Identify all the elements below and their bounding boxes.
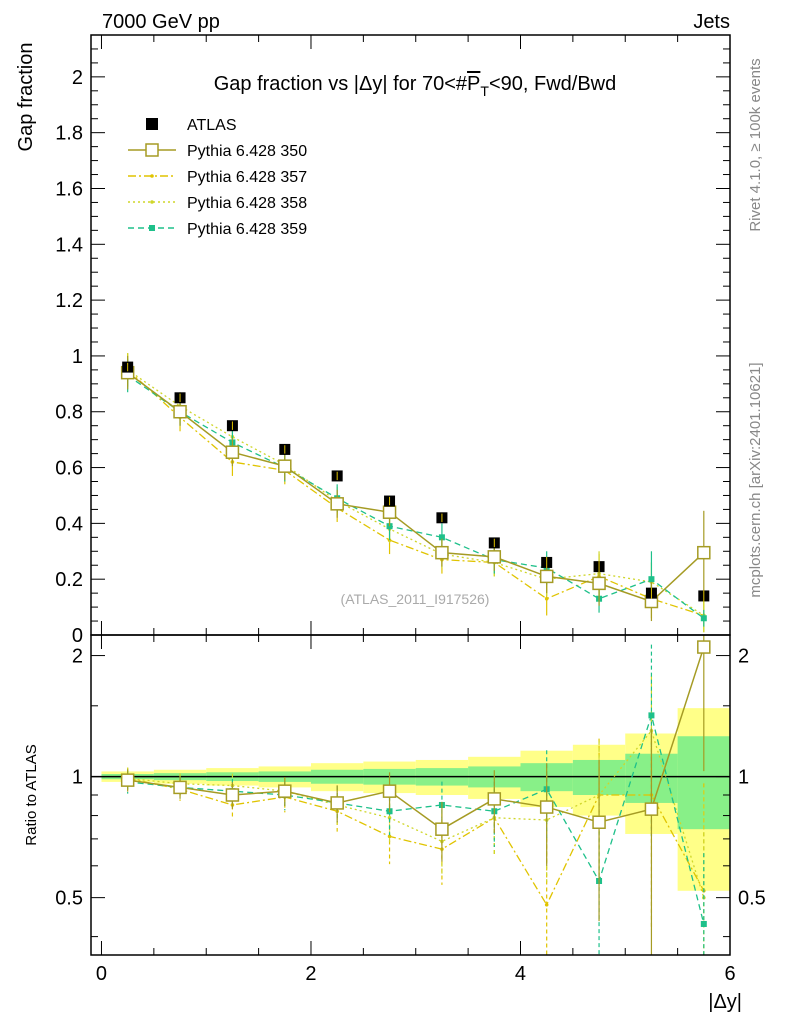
plot-title-prefix: Gap fraction vs |Δy| for 70<# [214, 73, 468, 95]
series-line-p357 [127, 369, 705, 617]
header-jets: Jets [693, 11, 730, 33]
ratio-x-tick-label: 2 [305, 963, 316, 985]
ratio-point-p358 [387, 815, 392, 820]
legend-label-atlas: ATLAS [187, 117, 237, 134]
mcplots-label: mcplots.cern.ch [arXiv:2401.10621] [747, 362, 764, 597]
ratio-point-p350 [173, 780, 187, 795]
main-y-tick-label: 0.6 [55, 458, 83, 480]
data-point-p350 [225, 445, 240, 459]
data-point-p350 [697, 545, 711, 560]
rivet-version-label: Rivet 4.1.0, ≥ 100k events [747, 58, 764, 231]
series-line-p359 [127, 374, 705, 619]
ratio-y-axis-label: Ratio to ATLAS [23, 744, 40, 845]
ratio-line-p359 [127, 712, 705, 925]
ratio-point-p359 [648, 712, 655, 719]
ratio-point-p350 [382, 784, 397, 798]
data-point-p350 [435, 545, 449, 560]
header-energy: 7000 GeV pp [102, 11, 220, 33]
ratio-y-tick-label-right: 0.5 [738, 888, 766, 910]
ratio-y-tick-label-right: 1 [738, 767, 749, 789]
ratio-point-p357 [544, 902, 549, 907]
plot-title-p: P [467, 73, 480, 95]
series-line-p350 [127, 372, 705, 603]
ratio-point-p350 [539, 800, 554, 814]
ratio-point-p350 [225, 788, 240, 802]
legend-marker-p350 [145, 143, 159, 157]
legend-label-p358: Pythia 6.428 358 [187, 195, 307, 212]
data-point-p350 [487, 550, 502, 564]
ratio-point-p350 [644, 802, 659, 816]
ratio-point-p357 [387, 834, 392, 839]
ratio-point-p350 [278, 784, 292, 798]
ratio-point-p350 [330, 796, 344, 810]
ratio-y-tick-label: 0.5 [55, 888, 83, 910]
ratio-point-p350 [487, 792, 502, 806]
ratio-point-p350 [592, 815, 606, 829]
ratio-point-p359 [700, 920, 707, 927]
main-y-tick-label: 0.2 [55, 569, 83, 591]
data-point-p350 [592, 576, 606, 591]
series-line-p358 [127, 369, 705, 617]
ratio-point-p350 [697, 640, 711, 654]
ratio-y-tick-label-right: 2 [738, 646, 749, 668]
ratio-line-p357 [127, 777, 705, 907]
ratio-point-p350 [120, 773, 135, 787]
main-y-tick-label: 1.4 [55, 234, 83, 256]
x-axis-label: |Δy| [708, 991, 742, 1013]
data-point-p359 [648, 576, 655, 583]
main-y-tick-label: 0 [72, 625, 83, 647]
ratio-panel: 0 2 4 6 0.5 0.5 1 1 2 2 [55, 635, 766, 985]
ratio-x-tick-label: 4 [515, 963, 526, 985]
legend-marker-p357 [150, 174, 154, 178]
legend: ATLAS Pythia 6.428 350 Pythia 6.428 357 Pyt… [128, 117, 307, 238]
main-panel: 0 0.2 0.4 0.6 0.8 1 1.2 1.4 1.6 1.8 2 [55, 35, 731, 647]
main-y-axis-label: Gap fraction [15, 43, 37, 152]
legend-marker-atlas [146, 118, 158, 130]
plot-title-sub: T [480, 83, 489, 99]
data-point-p359 [438, 534, 445, 541]
data-point-p359 [700, 615, 707, 622]
main-y-tick-label: 1.6 [55, 178, 83, 200]
data-point-p350 [539, 569, 554, 584]
main-y-tick-label: 0.8 [55, 402, 83, 424]
ratio-line-p350 [127, 646, 705, 831]
ratio-y-tick-label: 2 [72, 646, 83, 668]
ratio-x-tick-label: 6 [724, 963, 735, 985]
ratio-point-p350 [435, 822, 449, 836]
legend-label-p359: Pythia 6.428 359 [187, 221, 307, 238]
legend-marker-p358 [150, 200, 154, 204]
data-point-p350 [330, 497, 344, 511]
ratio-line-p358 [127, 729, 705, 898]
legend-marker-p359 [149, 225, 155, 231]
ratio-y-tick-label: 1 [72, 767, 83, 789]
data-point-p350 [278, 459, 292, 473]
plot-title: Gap fraction vs |Δy| for 70<#PT<90, Fwd/… [214, 73, 617, 99]
main-y-tick-label: 1 [72, 346, 83, 368]
data-point-p350 [173, 404, 187, 419]
main-y-tick-label: 1.8 [55, 123, 83, 145]
ratio-x-tick-label: 0 [96, 963, 107, 985]
main-y-tick-label: 2 [72, 67, 83, 89]
data-point-p350 [382, 505, 397, 519]
analysis-watermark: (ATLAS_2011_I917526) [341, 591, 490, 607]
main-y-tick-label: 0.4 [55, 513, 83, 535]
data-point-p357 [544, 596, 549, 601]
ratio-panel-frame [90, 634, 731, 956]
main-y-tick-label: 1.2 [55, 290, 83, 312]
plot-title-suffix: <90, Fwd/Bwd [489, 73, 616, 95]
legend-label-p350: Pythia 6.428 350 [187, 143, 307, 160]
legend-label-p357: Pythia 6.428 357 [187, 169, 307, 186]
